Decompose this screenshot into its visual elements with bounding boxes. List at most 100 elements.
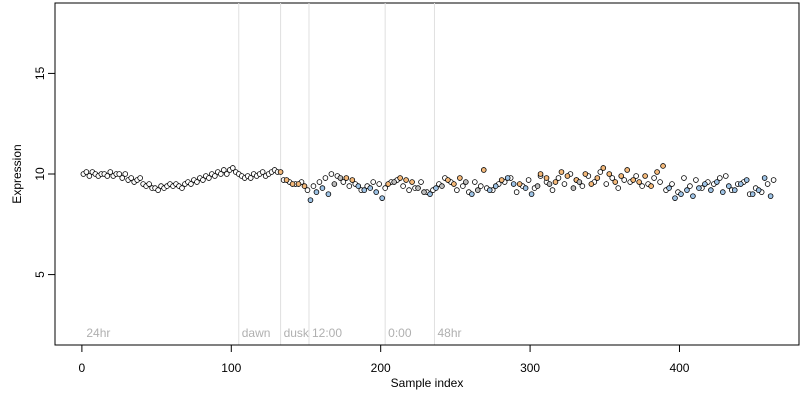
data-point — [373, 189, 380, 195]
data-point — [725, 183, 732, 189]
data-point — [289, 181, 296, 187]
data-point — [666, 185, 672, 191]
data-point — [229, 165, 236, 171]
data-point — [504, 175, 511, 181]
data-point — [767, 193, 774, 199]
data-point — [283, 177, 290, 183]
data-point — [415, 185, 421, 191]
data-point — [421, 189, 427, 195]
data-point — [525, 177, 532, 183]
data-point — [594, 175, 601, 181]
data-point — [764, 181, 771, 187]
data-point — [224, 171, 230, 177]
data-point — [621, 177, 628, 183]
data-point — [313, 189, 320, 195]
data-point — [702, 181, 708, 187]
data-point — [639, 183, 645, 189]
data-point — [714, 179, 720, 185]
data-point — [528, 191, 535, 197]
data-point — [722, 173, 729, 179]
data-point — [669, 181, 675, 187]
data-point — [301, 183, 308, 189]
y-tick-label: 10 — [33, 167, 47, 181]
data-point — [107, 169, 114, 175]
data-point — [451, 181, 457, 187]
x-tick-label: 0 — [79, 361, 86, 375]
data-point — [433, 185, 439, 191]
data-point — [761, 175, 768, 181]
data-point — [427, 191, 433, 197]
data-point — [561, 181, 568, 187]
data-point — [316, 179, 323, 185]
data-point — [247, 175, 254, 181]
data-point — [708, 187, 714, 193]
data-point — [537, 171, 544, 177]
data-point — [83, 169, 90, 175]
vertical-markers: dawn dusk 12:00 0:00 48hr 24hr — [86, 3, 462, 345]
data-point — [116, 171, 123, 177]
data-point — [337, 175, 344, 181]
data-point — [212, 173, 218, 179]
data-point — [409, 179, 415, 185]
data-point — [648, 183, 654, 189]
x-tick-label: 100 — [221, 361, 241, 375]
data-point — [403, 177, 409, 183]
data-point — [146, 181, 152, 187]
data-point — [349, 177, 356, 183]
data-point — [385, 181, 391, 187]
data-point — [400, 183, 406, 189]
data-point — [137, 175, 143, 181]
marker-label: 12:00 — [312, 326, 342, 340]
data-point — [642, 173, 648, 179]
data-point — [558, 169, 565, 175]
data-point — [582, 171, 589, 177]
data-point — [346, 183, 353, 189]
data-point — [259, 169, 266, 175]
data-point — [406, 187, 412, 193]
data-point — [322, 175, 329, 181]
marker-label: dawn — [242, 326, 271, 340]
data-point — [749, 191, 756, 197]
data-point — [480, 167, 487, 173]
data-point — [179, 185, 185, 191]
data-point — [552, 179, 559, 185]
y-axis-title: Expression — [10, 144, 24, 203]
data-point — [651, 175, 657, 181]
marker-label: 0:00 — [388, 326, 412, 340]
data-point — [457, 175, 463, 181]
data-point — [633, 173, 639, 179]
data-point — [492, 183, 499, 189]
data-point — [477, 183, 484, 189]
data-point — [657, 179, 663, 185]
data-point — [693, 177, 699, 183]
region-label: 24hr — [86, 326, 110, 340]
data-point — [472, 179, 478, 185]
data-point — [654, 169, 660, 175]
data-point — [206, 175, 212, 181]
data-point — [295, 181, 302, 187]
data-point — [418, 179, 424, 185]
data-point — [612, 179, 619, 185]
data-point — [579, 183, 586, 189]
data-point — [546, 181, 553, 187]
data-point — [720, 189, 726, 195]
data-point — [319, 185, 326, 191]
data-points — [80, 163, 777, 203]
data-point — [588, 181, 595, 187]
data-point — [486, 187, 493, 193]
y-tick-label: 5 — [33, 271, 47, 278]
data-point — [361, 187, 368, 193]
data-point — [391, 179, 397, 185]
data-point — [549, 187, 556, 193]
data-point — [200, 177, 206, 183]
data-point — [543, 175, 550, 181]
data-point — [690, 193, 696, 199]
data-point — [624, 167, 630, 173]
data-point — [498, 177, 505, 183]
data-point — [343, 175, 350, 181]
data-point — [397, 175, 403, 181]
x-axis-title: Sample index — [391, 376, 464, 390]
data-point — [534, 183, 541, 189]
data-point — [576, 179, 583, 185]
